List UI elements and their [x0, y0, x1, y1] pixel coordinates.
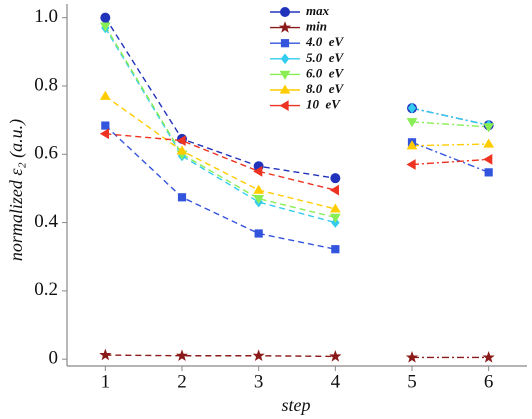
data-point [175, 349, 189, 361]
y-tick-label: 0.8 [34, 74, 58, 95]
y-tick-label: 1.0 [34, 6, 58, 27]
legend-marker [278, 21, 292, 33]
data-point [101, 121, 110, 130]
legend-marker [280, 39, 290, 48]
x-tick-label: 5 [407, 371, 417, 392]
series-line [411, 143, 489, 147]
data-point [176, 135, 186, 146]
series-line [104, 125, 336, 250]
x-tick-label: 1 [101, 371, 111, 392]
data-point [482, 351, 495, 363]
data-point [253, 184, 265, 194]
legend-label: 5.0 eV [306, 50, 345, 65]
legend-marker [280, 53, 290, 65]
data-point [329, 184, 339, 196]
series-line [104, 25, 336, 219]
data-point [100, 12, 111, 23]
series-line [104, 17, 336, 179]
data-point [177, 193, 187, 202]
legend-label: 4.0 eV [305, 34, 345, 49]
y-tick-label: 0.4 [34, 211, 58, 232]
data-point [176, 145, 188, 155]
x-tick-label: 2 [177, 371, 187, 392]
data-point [406, 140, 418, 150]
series-line [105, 133, 336, 191]
data-point [253, 195, 265, 205]
data-point [252, 349, 265, 361]
data-point [99, 22, 111, 32]
x-tick-label: 4 [331, 371, 341, 392]
data-point [331, 245, 340, 254]
x-axis-label: step [282, 395, 311, 415]
series-line [411, 158, 489, 166]
data-point [330, 173, 341, 184]
x-tick-label: 6 [484, 371, 494, 392]
series-line [411, 141, 489, 174]
y-axis-label: normalized ε₂ (a.u.) [6, 119, 27, 261]
data-point [99, 348, 112, 361]
data-point [254, 229, 263, 238]
data-point [99, 128, 109, 140]
data-point [99, 90, 111, 100]
legend-marker [279, 70, 291, 80]
series-line [411, 121, 489, 128]
legend-label: min [306, 19, 327, 34]
legend-label: 10 eV [306, 97, 341, 112]
legend-marker [279, 100, 289, 111]
series-line [105, 354, 336, 358]
data-point [406, 159, 416, 170]
data-point [484, 168, 493, 177]
y-tick-label: 0 [49, 348, 59, 369]
series-line [411, 107, 489, 126]
data-point [483, 123, 495, 133]
data-point [329, 213, 341, 223]
legend-label: 6.0 eV [306, 65, 345, 80]
legend-marker [279, 84, 291, 94]
data-point [483, 138, 495, 148]
data-point [406, 118, 418, 128]
data-point [329, 203, 341, 213]
data-point [483, 154, 493, 165]
y-tick-label: 0.2 [34, 279, 58, 300]
legend-marker [280, 7, 290, 17]
data-point [407, 102, 417, 114]
series-line [104, 27, 336, 224]
x-tick-label: 3 [254, 371, 264, 392]
y-tick-label: 0.6 [34, 143, 58, 164]
data-point [253, 165, 263, 177]
data-point [405, 351, 419, 363]
data-point [329, 350, 342, 362]
legend-label: 8.0 eV [306, 81, 345, 96]
legend-label: max [306, 3, 330, 18]
